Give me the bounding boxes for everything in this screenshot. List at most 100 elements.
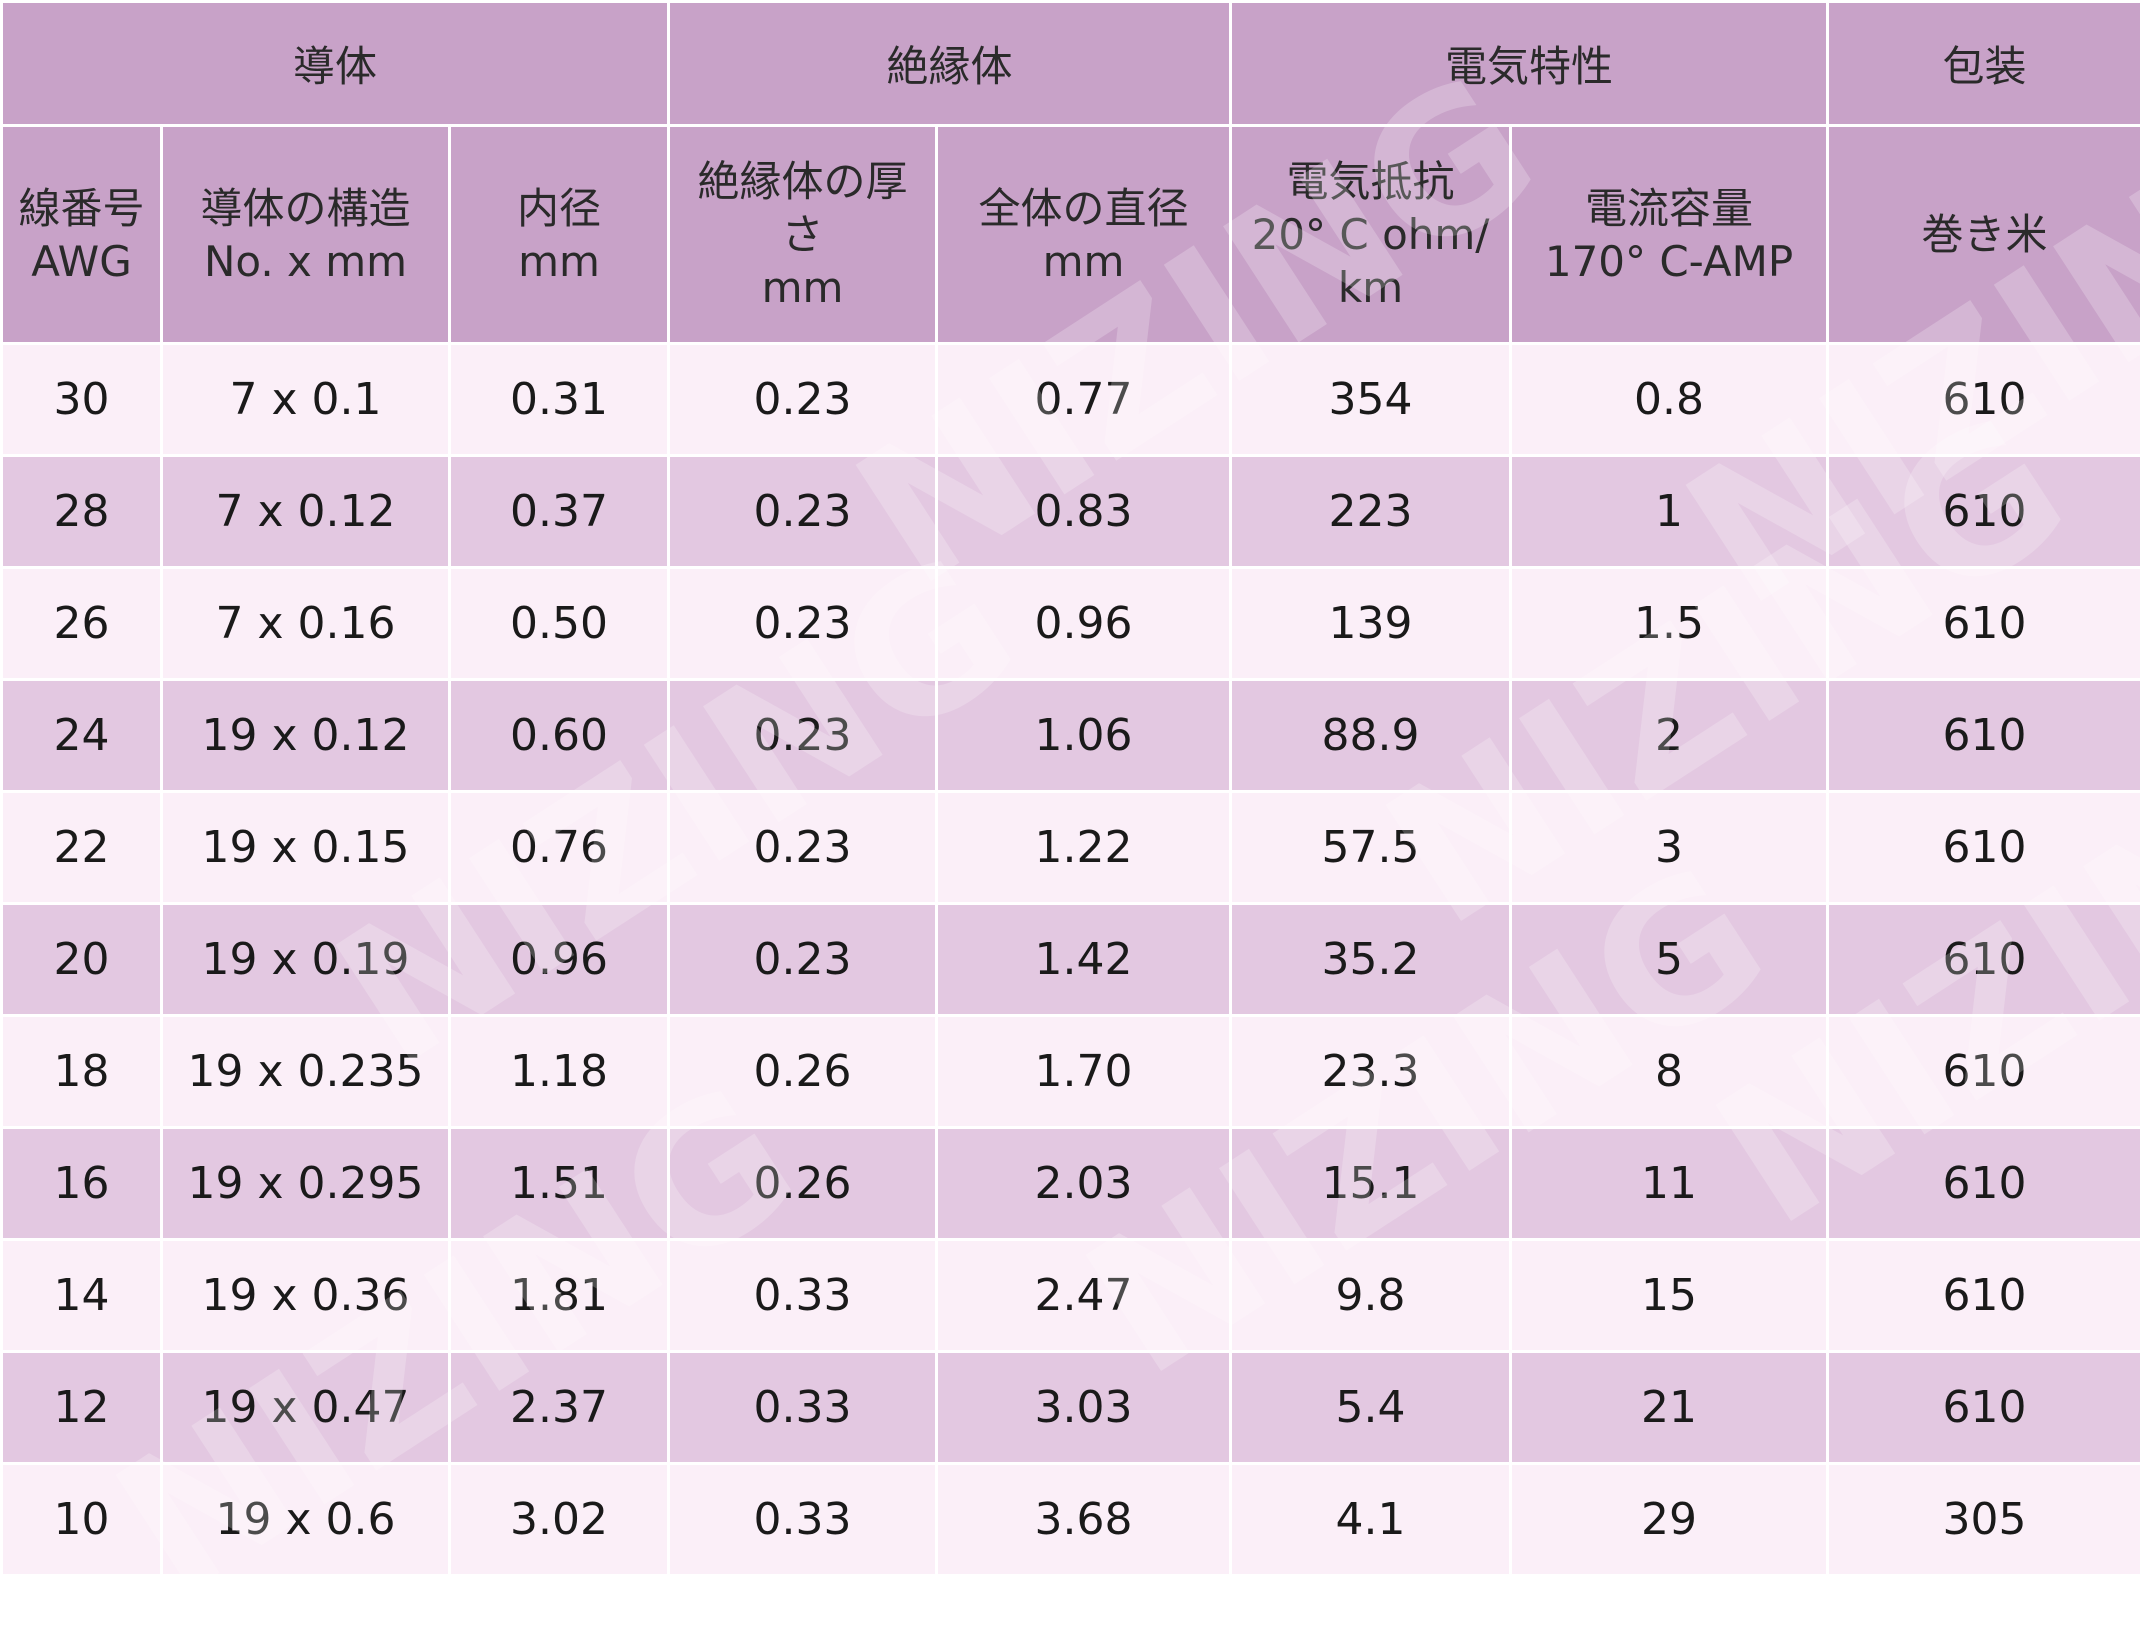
table-cell: 610 — [1828, 680, 2140, 792]
table-cell: 354 — [1231, 344, 1511, 456]
table-cell: 0.23 — [669, 680, 937, 792]
table-cell: 5.4 — [1231, 1352, 1511, 1464]
table-cell: 10 — [2, 1464, 162, 1576]
table-cell: 0.26 — [669, 1128, 937, 1240]
table-cell: 0.83 — [937, 456, 1231, 568]
table-cell: 19 x 0.19 — [162, 904, 450, 1016]
table-cell: 1 — [1511, 456, 1828, 568]
table-cell: 0.33 — [669, 1352, 937, 1464]
table-cell: 57.5 — [1231, 792, 1511, 904]
table-cell: 22 — [2, 792, 162, 904]
table-cell: 0.60 — [450, 680, 669, 792]
column-header-line: 巻き米 — [1829, 208, 2140, 261]
column-header-line: 内径 — [451, 182, 667, 235]
column-header-line: No. x mm — [163, 235, 448, 288]
group-header-row: 導体絶縁体電気特性包装 — [2, 2, 2140, 126]
table-cell: 7 x 0.12 — [162, 456, 450, 568]
column-header-line: 線番号 — [3, 182, 160, 235]
table-cell: 610 — [1828, 1016, 2140, 1128]
table-cell: 2.37 — [450, 1352, 669, 1464]
table-cell: 2 — [1511, 680, 1828, 792]
group-header: 絶縁体 — [669, 2, 1231, 126]
table-cell: 0.50 — [450, 568, 669, 680]
table-cell: 1.81 — [450, 1240, 669, 1352]
table-cell: 23.3 — [1231, 1016, 1511, 1128]
table-cell: 3.02 — [450, 1464, 669, 1576]
table-cell: 11 — [1511, 1128, 1828, 1240]
table-cell: 14 — [2, 1240, 162, 1352]
table-cell: 0.23 — [669, 456, 937, 568]
table-cell: 19 x 0.47 — [162, 1352, 450, 1464]
table-cell: 28 — [2, 456, 162, 568]
table-cell: 0.23 — [669, 792, 937, 904]
table-cell: 0.26 — [669, 1016, 937, 1128]
table-cell: 3.03 — [937, 1352, 1231, 1464]
table-cell: 0.23 — [669, 904, 937, 1016]
table-cell: 5 — [1511, 904, 1828, 1016]
table-cell: 0.23 — [669, 344, 937, 456]
table-cell: 1.06 — [937, 680, 1231, 792]
column-header-line: 絶縁体の厚 — [670, 155, 935, 208]
table-cell: 26 — [2, 568, 162, 680]
table-cell: 0.96 — [937, 568, 1231, 680]
table-cell: 2.47 — [937, 1240, 1231, 1352]
column-header-line: 170° C-AMP — [1512, 235, 1826, 288]
column-header-line: さ — [670, 208, 935, 261]
table-cell: 30 — [2, 344, 162, 456]
table-cell: 15.1 — [1231, 1128, 1511, 1240]
table-cell: 1.70 — [937, 1016, 1231, 1128]
table-cell: 20 — [2, 904, 162, 1016]
group-header: 電気特性 — [1231, 2, 1828, 126]
table-cell: 19 x 0.295 — [162, 1128, 450, 1240]
table-cell: 9.8 — [1231, 1240, 1511, 1352]
table-cell: 0.96 — [450, 904, 669, 1016]
table-cell: 19 x 0.6 — [162, 1464, 450, 1576]
table-cell: 610 — [1828, 456, 2140, 568]
table-cell: 0.37 — [450, 456, 669, 568]
table-cell: 7 x 0.1 — [162, 344, 450, 456]
table-cell: 2.03 — [937, 1128, 1231, 1240]
table-cell: 0.77 — [937, 344, 1231, 456]
column-header: 巻き米 — [1828, 126, 2140, 344]
table-cell: 19 x 0.235 — [162, 1016, 450, 1128]
table-cell: 12 — [2, 1352, 162, 1464]
table-cell: 18 — [2, 1016, 162, 1128]
table-cell: 139 — [1231, 568, 1511, 680]
table-cell: 1.22 — [937, 792, 1231, 904]
column-header-line: mm — [451, 235, 667, 288]
table-cell: 223 — [1231, 456, 1511, 568]
table-cell: 0.8 — [1511, 344, 1828, 456]
table-cell: 35.2 — [1231, 904, 1511, 1016]
table-cell: 0.76 — [450, 792, 669, 904]
table-cell: 8 — [1511, 1016, 1828, 1128]
table-cell: 15 — [1511, 1240, 1828, 1352]
table-cell: 1.18 — [450, 1016, 669, 1128]
table-cell: 0.31 — [450, 344, 669, 456]
table-cell: 24 — [2, 680, 162, 792]
column-header-line: 20° C ohm/ — [1232, 208, 1509, 261]
column-header-line: mm — [670, 261, 935, 314]
table-cell: 610 — [1828, 568, 2140, 680]
column-header-line: 全体の直径 — [938, 182, 1229, 235]
group-header: 包装 — [1828, 2, 2140, 126]
group-header: 導体 — [2, 2, 669, 126]
table-cell: 0.23 — [669, 568, 937, 680]
table-cell: 19 x 0.12 — [162, 680, 450, 792]
table-cell: 305 — [1828, 1464, 2140, 1576]
table-cell: 29 — [1511, 1464, 1828, 1576]
